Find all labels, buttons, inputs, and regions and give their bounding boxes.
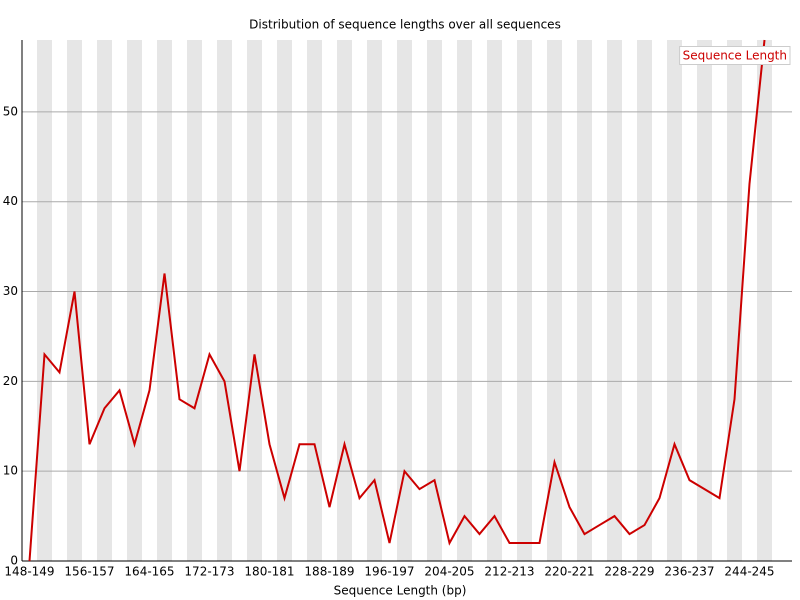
- x-tick-label: 244-245: [724, 565, 774, 579]
- y-tick-label: 20: [3, 374, 18, 388]
- x-tick-label: 188-189: [304, 565, 354, 579]
- stripe: [367, 40, 382, 561]
- x-tick-label: 220-221: [544, 565, 594, 579]
- x-axis-label: Sequence Length (bp): [334, 584, 467, 598]
- stripe: [97, 40, 112, 561]
- stripe: [427, 40, 442, 561]
- stripe: [637, 40, 652, 561]
- x-tick-label: 228-229: [604, 565, 654, 579]
- y-tick-label: 50: [3, 104, 18, 118]
- stripe: [487, 40, 502, 561]
- x-tick-label: 204-205: [424, 565, 474, 579]
- data-line: [28, 39, 766, 562]
- x-tick-label: 172-173: [184, 565, 234, 579]
- stripe: [397, 40, 412, 561]
- stripe: [337, 40, 352, 561]
- stripe: [757, 40, 772, 561]
- legend-box: [679, 46, 791, 65]
- x-tick-label: 212-213: [484, 565, 534, 579]
- chart-title: Distribution of sequence lengths over al…: [249, 18, 561, 32]
- x-tick-label: 180-181: [244, 565, 294, 579]
- stripe: [727, 40, 742, 561]
- stripe: [157, 40, 172, 561]
- stripe: [307, 40, 322, 561]
- x-tick-label: 236-237: [664, 565, 714, 579]
- stripe: [547, 40, 562, 561]
- y-tick-label: 0: [10, 554, 18, 568]
- x-tick-label: 196-197: [364, 565, 414, 579]
- y-tick-label: 10: [3, 464, 18, 478]
- stripe: [187, 40, 202, 561]
- stripe: [667, 40, 682, 561]
- legend: Sequence Length: [679, 46, 791, 65]
- stripe: [247, 40, 262, 561]
- stripe: [607, 40, 622, 561]
- stripe: [457, 40, 472, 561]
- legend-label: Sequence Length: [683, 49, 787, 63]
- stripe: [217, 40, 232, 561]
- y-tick-label: 40: [3, 194, 18, 208]
- stripe: [577, 40, 592, 561]
- stripe: [127, 40, 142, 561]
- y-tick-label: 30: [3, 284, 18, 298]
- stripe: [277, 40, 292, 561]
- stripe: [517, 40, 532, 561]
- stripe: [37, 40, 52, 561]
- x-tick-label: 148-149: [4, 565, 54, 579]
- stripe: [697, 40, 712, 561]
- x-tick-label: 156-157: [64, 565, 114, 579]
- x-tick-label: 164-165: [124, 565, 174, 579]
